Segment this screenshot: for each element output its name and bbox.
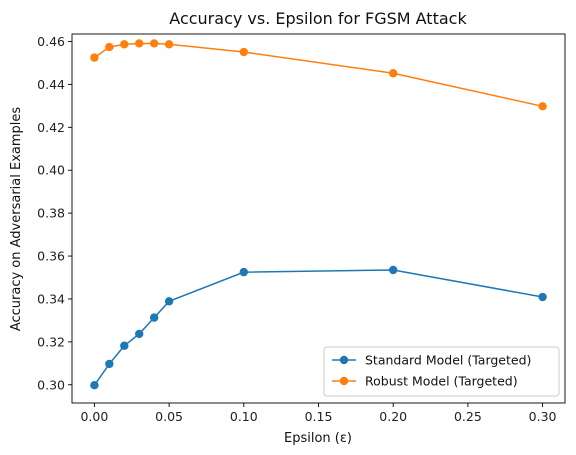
legend-box (323, 346, 560, 397)
series-line (93, 42, 543, 108)
data-point (164, 40, 174, 49)
data-point (105, 42, 114, 52)
x-tick-label: 0.05 (155, 409, 183, 424)
plot-area: 0.00 0.05 0.10 0.15 0.20 0.25 0.30 0.30 0.32 0.34… (37, 33, 566, 424)
y-tick-label: 0.30 (37, 377, 65, 392)
legend: Standard Model (Targeted) Robust Model (T… (323, 346, 560, 397)
data-point (164, 297, 174, 306)
x-tick-label: 0.00 (80, 409, 108, 424)
legend-marker (339, 355, 349, 365)
chart-title: Accuracy vs. Epsilon for FGSM Attack (169, 9, 467, 28)
data-point (135, 329, 144, 339)
data-point (388, 69, 398, 78)
data-point (135, 39, 144, 48)
data-point (538, 292, 547, 302)
data-point (388, 265, 398, 275)
x-tick-label: 0.15 (305, 409, 333, 424)
data-point (120, 40, 129, 49)
legend-label: Standard Model (Targeted) (365, 353, 531, 368)
y-tick-label: 0.38 (37, 206, 65, 221)
data-point (149, 39, 159, 48)
data-point (105, 359, 114, 369)
series-2 (90, 39, 547, 111)
x-tick-label: 0.30 (529, 409, 557, 424)
legend-item: Robust Model (Targeted) (332, 374, 518, 389)
y-axis-label: Accuracy on Adversarial Examples (9, 107, 24, 332)
y-tick-label: 0.34 (37, 291, 65, 306)
data-point (120, 341, 129, 350)
x-tick-label: 0.10 (230, 409, 258, 424)
x-axis-label: Epsilon (ε) (284, 431, 352, 446)
y-tick-label: 0.40 (37, 163, 65, 178)
data-point (90, 380, 99, 390)
y-tick-label: 0.44 (37, 77, 65, 92)
data-point (90, 53, 99, 62)
x-tick-label: 0.25 (454, 409, 482, 424)
legend-label: Robust Model (Targeted) (365, 374, 518, 389)
x-tick-label: 0.20 (379, 409, 407, 424)
y-tick-label: 0.46 (37, 34, 65, 49)
series-1 (90, 265, 547, 390)
y-tick-label: 0.36 (37, 249, 65, 264)
y-tick-label: 0.32 (37, 334, 65, 349)
y-tick-label: 0.42 (37, 120, 65, 135)
legend-item: Standard Model (Targeted) (332, 353, 531, 368)
legend-marker (339, 376, 349, 386)
data-point (149, 313, 159, 322)
data-point (239, 267, 249, 277)
data-point (538, 102, 547, 111)
data-point (239, 47, 249, 57)
